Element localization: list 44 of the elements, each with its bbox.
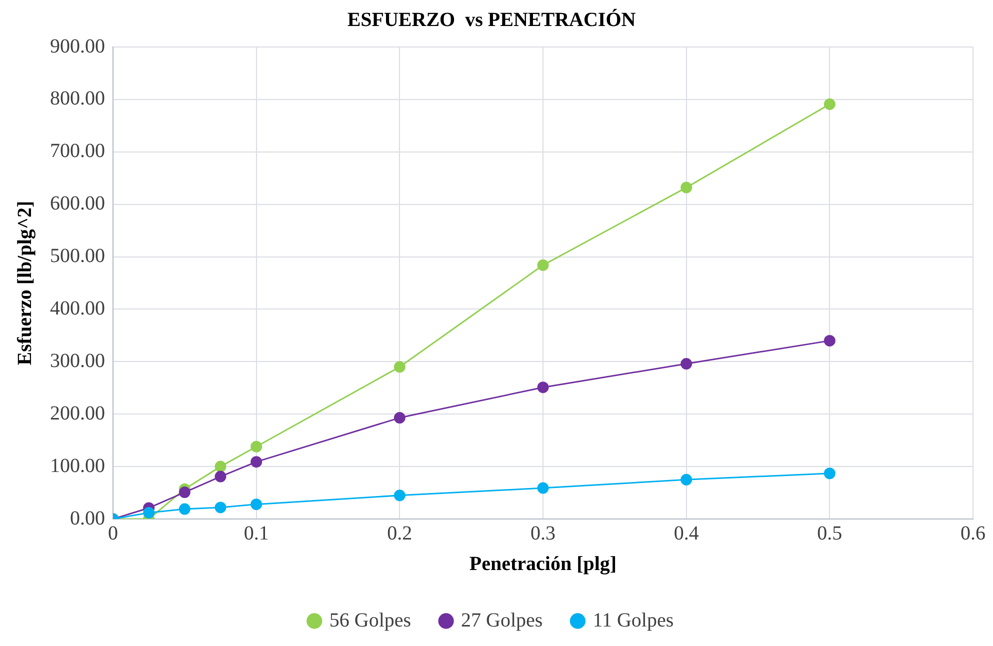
y-tick-label: 0.00 bbox=[70, 507, 105, 530]
point bbox=[680, 474, 692, 486]
legend-label: 56 Golpes bbox=[329, 609, 412, 632]
y-tick-label: 800.00 bbox=[50, 88, 105, 110]
x-tick-label: 0.5 bbox=[817, 522, 842, 544]
x-tick-label: 0.2 bbox=[387, 522, 412, 544]
point bbox=[178, 503, 190, 515]
y-tick-label: 200.00 bbox=[50, 402, 105, 424]
point bbox=[824, 98, 836, 110]
point bbox=[537, 482, 549, 494]
x-tick-label: 0.3 bbox=[530, 522, 556, 544]
y-tick-label: 100.00 bbox=[50, 454, 105, 477]
point bbox=[394, 361, 406, 373]
point bbox=[214, 470, 226, 482]
point bbox=[537, 382, 549, 394]
point bbox=[178, 486, 190, 498]
point bbox=[680, 358, 692, 370]
y-tick-label: 300.00 bbox=[50, 350, 105, 372]
point bbox=[250, 498, 262, 510]
point bbox=[394, 412, 406, 424]
legend-label: 27 Golpes bbox=[461, 609, 543, 632]
x-tick-label: 0.4 bbox=[674, 522, 699, 544]
x-axis-title: Penetración [plg] bbox=[469, 553, 617, 576]
y-tick-label: 900.00 bbox=[50, 35, 105, 58]
y-tick-label: 500.00 bbox=[50, 245, 105, 268]
point bbox=[143, 506, 155, 518]
point bbox=[537, 259, 549, 271]
point bbox=[214, 502, 226, 514]
point bbox=[394, 490, 406, 502]
point bbox=[824, 334, 836, 346]
point bbox=[824, 468, 836, 480]
chart-title: ESFUERZO vs PENETRACIÓN bbox=[347, 8, 636, 32]
point bbox=[250, 440, 262, 452]
point bbox=[250, 456, 262, 468]
legend-label: 11 Golpes bbox=[592, 609, 674, 632]
x-tick-label: 0.1 bbox=[244, 522, 269, 544]
x-tick-label: 0 bbox=[108, 522, 118, 544]
y-tick-label: 700.00 bbox=[50, 140, 105, 162]
y-tick-label: 400.00 bbox=[50, 297, 105, 320]
point bbox=[680, 182, 692, 194]
y-axis-title: Esfuerzo [lb/plg^2] bbox=[14, 200, 36, 366]
point bbox=[214, 460, 226, 472]
x-tick-label: 0.6 bbox=[960, 522, 986, 544]
y-tick-label: 600.00 bbox=[50, 192, 105, 215]
